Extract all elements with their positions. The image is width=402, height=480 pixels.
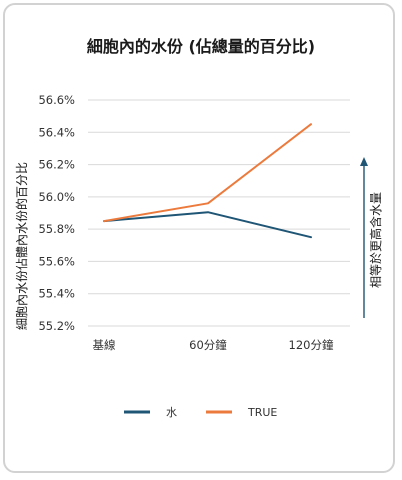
series-line-2 bbox=[103, 123, 312, 223]
y-tick-label: 56.4% bbox=[38, 125, 75, 139]
y-tick-label: 56.2% bbox=[38, 158, 75, 172]
y-axis-label: 細胞內水份佔體內水份的百分比 bbox=[14, 162, 29, 330]
x-tick-label: 60分鐘 bbox=[189, 338, 227, 352]
x-tick-label: 120分鐘 bbox=[289, 338, 334, 352]
x-tick-label: 基線 bbox=[93, 338, 116, 352]
chart-title: 細胞內的水份 (佔總量的百分比) bbox=[87, 37, 315, 56]
x-tick-labels: 基線 60分鐘 120分鐘 bbox=[93, 338, 334, 352]
series-lines bbox=[103, 123, 312, 239]
y-tick-labels: 55.2% 55.4% 55.6% 55.8% 56.0% 56.2% 56.4% 56.6% bbox=[38, 93, 75, 333]
y-tick-label: 56.6% bbox=[38, 93, 75, 107]
y-tick-label: 56.0% bbox=[38, 190, 75, 204]
legend: 水 TRUE bbox=[124, 406, 277, 419]
y-tick-label: 55.8% bbox=[38, 222, 75, 236]
y-tick-label: 55.4% bbox=[38, 287, 75, 301]
chart-card bbox=[3, 3, 395, 473]
y-tick-label: 55.2% bbox=[38, 319, 75, 333]
annotation-arrow-group: 相等於更高含水量 bbox=[360, 157, 383, 318]
legend-label: 水 bbox=[166, 406, 177, 419]
series-line-1 bbox=[103, 211, 312, 239]
y-tick-label: 55.6% bbox=[38, 254, 75, 268]
legend-label: TRUE bbox=[247, 406, 277, 419]
gridlines bbox=[88, 99, 350, 327]
annotation-arrow-head bbox=[360, 157, 368, 166]
annotation-label: 相等於更高含水量 bbox=[368, 192, 383, 288]
